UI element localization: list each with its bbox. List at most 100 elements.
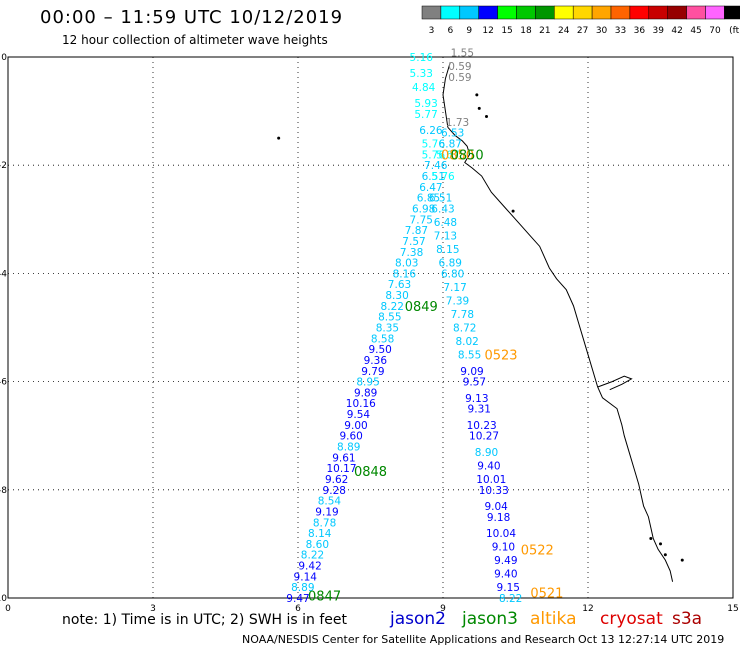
data-point-label: 9.79 xyxy=(361,366,384,378)
data-point-label: 7.13 xyxy=(434,231,457,243)
data-point-label: 6.87 xyxy=(439,139,462,151)
data-point-label: 6.48 xyxy=(434,217,457,229)
data-point-label: 7.38 xyxy=(400,247,423,259)
data-point-label: 5.77 xyxy=(414,109,437,121)
scale-label: 27 xyxy=(577,26,588,36)
data-point-label: 8.55 xyxy=(458,350,481,362)
data-point-label: 8.72 xyxy=(453,323,476,335)
data-point-label: 9.31 xyxy=(468,404,491,416)
legend-altika: altika xyxy=(530,609,577,629)
data-point-label: 9.61 xyxy=(332,452,355,464)
data-point-label: 1.73 xyxy=(446,117,469,129)
data-point-label: 9.47 xyxy=(286,593,309,605)
scale-label: 3 xyxy=(429,26,435,36)
data-point-label: 8.89 xyxy=(337,442,360,454)
data-point-label: 8.02 xyxy=(455,336,478,348)
scale-label: 21 xyxy=(539,26,550,36)
data-point-label: 6.53 xyxy=(441,128,464,140)
y-tick-label: 0 xyxy=(1,53,7,63)
data-point-label: 9.49 xyxy=(494,555,517,567)
x-tick-label: 9 xyxy=(440,604,446,614)
data-point-label: 7.17 xyxy=(443,282,466,294)
scale-label: 42 xyxy=(671,26,682,36)
island xyxy=(663,553,667,557)
y-tick-label: -8 xyxy=(0,486,7,496)
data-point-label: 9.19 xyxy=(315,506,338,518)
data-point-label: 8.54 xyxy=(318,496,342,508)
legend-jason2: jason2 xyxy=(390,609,446,629)
data-point-label: 8.30 xyxy=(385,290,408,302)
data-point-label: 10.27 xyxy=(469,431,499,443)
data-point-label: 9.89 xyxy=(354,387,377,399)
data-point-label: 8.55 xyxy=(378,312,401,324)
scale-label: 12 xyxy=(482,26,493,36)
island xyxy=(680,558,684,562)
time-label: 0523 xyxy=(484,349,517,364)
data-point-label: 8.78 xyxy=(313,517,336,529)
data-point-label: 10.01 xyxy=(476,474,506,486)
island xyxy=(511,209,515,213)
island xyxy=(277,136,281,140)
y-tick-label: -6 xyxy=(0,378,7,388)
data-point-label: 7.46 xyxy=(424,160,448,172)
data-point-label: 5.16 xyxy=(410,52,434,64)
island xyxy=(477,106,481,110)
data-point-label: 7.57 xyxy=(402,236,425,248)
data-point-label: 8.15 xyxy=(436,244,459,256)
data-point-label: 9.09 xyxy=(460,366,483,378)
coastline xyxy=(447,126,674,582)
scale-label: 33 xyxy=(615,26,626,36)
data-point-label: 8.35 xyxy=(376,323,399,335)
data-point-label: 6.51 xyxy=(422,171,445,183)
x-tick-label: 12 xyxy=(582,604,593,614)
time-label: 0848 xyxy=(354,465,387,480)
data-point-label: 0.59 xyxy=(448,61,471,73)
data-point-label: 5.76 xyxy=(422,139,446,151)
data-point-label: 8.90 xyxy=(475,447,498,459)
data-point-label: 6.98 xyxy=(412,203,435,215)
data-point-label: 8.95 xyxy=(356,377,379,389)
time-label: 0850 xyxy=(441,148,474,163)
data-point-label: 7.63 xyxy=(388,279,411,291)
data-point-label: 7.39 xyxy=(446,295,469,307)
data-point-label: 6.51 xyxy=(429,193,452,205)
gulf-outline xyxy=(597,375,633,391)
data-point-label: 9.42 xyxy=(298,561,321,573)
legend-jason3: jason3 xyxy=(462,609,518,629)
data-point-label: 9.00 xyxy=(344,420,367,432)
data-point-label: 7.78 xyxy=(451,309,474,321)
scale-label: 9 xyxy=(466,26,472,36)
x-tick-label: 0 xyxy=(5,604,11,614)
data-point-label: 8.16 xyxy=(393,268,417,280)
y-tick-label: -4 xyxy=(0,269,7,279)
data-point-label: 9.62 xyxy=(325,474,348,486)
data-point-label: 5.93 xyxy=(414,98,437,110)
chart-title: 00:00 – 11:59 UTC 10/12/2019 xyxy=(40,7,344,28)
scale-label: 24 xyxy=(558,26,570,36)
data-point-label: 9.13 xyxy=(465,393,488,405)
data-point-label: 9.14 xyxy=(294,571,318,583)
scale-label: 6 xyxy=(447,26,453,36)
credit-text: NOAA/NESDIS Center for Satellite Applica… xyxy=(242,633,576,646)
island xyxy=(475,93,479,97)
data-point-label: 9.60 xyxy=(339,431,362,443)
data-point-label: 9.54 xyxy=(347,409,371,421)
data-point-label: 9.50 xyxy=(368,344,391,356)
data-point-label: 9.04 xyxy=(484,501,508,513)
data-point-label: 0.59 xyxy=(448,72,471,84)
data-point-label: 10.33 xyxy=(479,485,509,497)
data-point-label: 7.87 xyxy=(405,225,428,237)
data-point-label: 6.85 xyxy=(417,193,440,205)
data-point-label: 8.89 xyxy=(291,582,314,594)
time-label: 0847 xyxy=(308,589,341,604)
time-label: 0521 xyxy=(530,587,563,602)
scale-swatch xyxy=(724,5,740,20)
plot-frame xyxy=(7,56,734,599)
time-label: 0849 xyxy=(405,300,438,315)
data-point-label: 9.10 xyxy=(492,542,515,554)
data-point-label: 1.55 xyxy=(451,48,474,60)
data-point-label: 9.40 xyxy=(494,569,517,581)
data-point-label: 4.84 xyxy=(412,82,436,94)
island xyxy=(485,115,488,119)
